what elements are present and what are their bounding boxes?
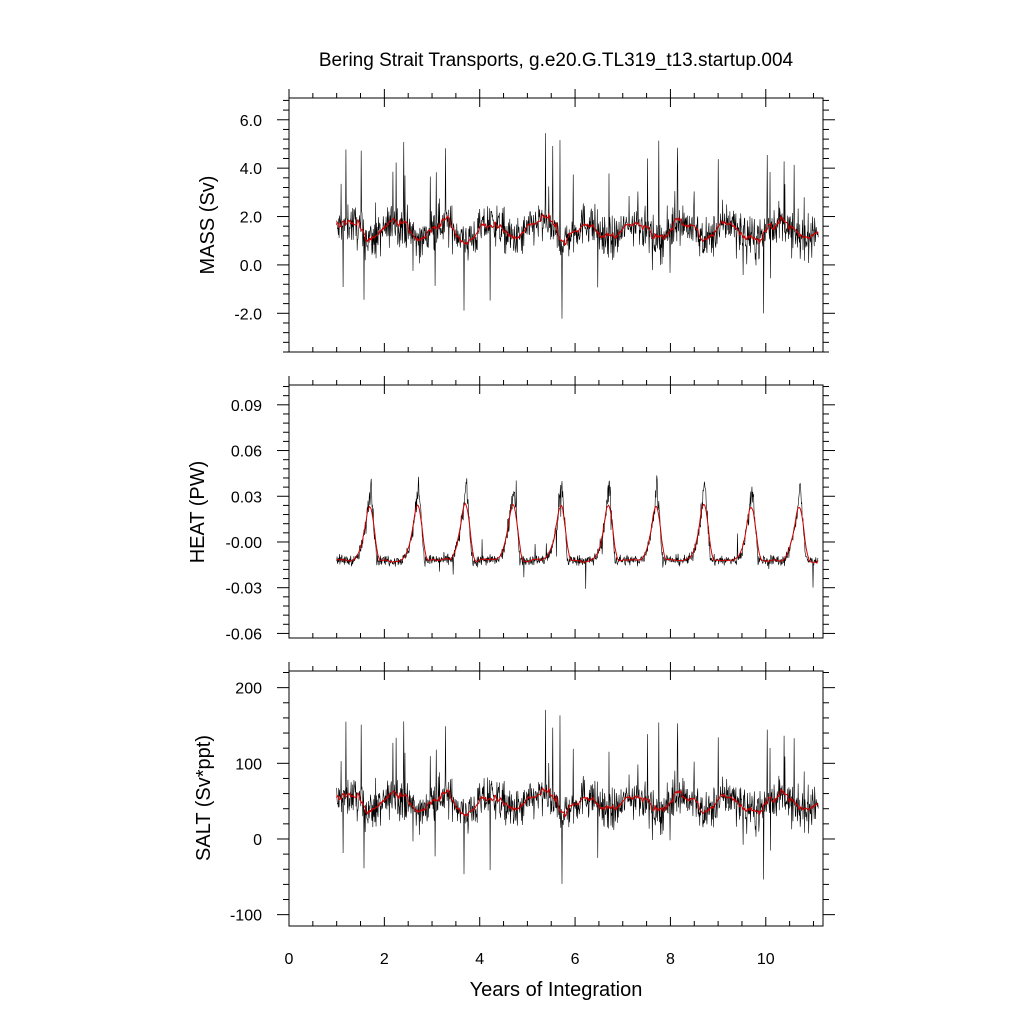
x-tick-label: 8 <box>666 951 675 968</box>
mass-ylabel: MASS (Sv) <box>197 176 219 275</box>
mass-y-tick-label: 2.0 <box>240 210 262 227</box>
mass-y-tick-label: 4.0 <box>240 161 262 178</box>
heat-plot-frame <box>288 384 824 639</box>
x-tick-label: 10 <box>757 951 775 968</box>
salt-y-tick-label: 100 <box>235 756 262 773</box>
x-tick-label: 0 <box>285 951 294 968</box>
heat-y-tick-label: -0.03 <box>226 581 263 598</box>
salt-y-tick-label: 0 <box>253 832 262 849</box>
salt-plot-frame <box>288 670 824 927</box>
x-tick-label: 2 <box>380 951 389 968</box>
salt-plot: 200 100 0 -100 <box>230 662 835 927</box>
mass-y-tick-label: 6.0 <box>240 113 262 130</box>
mass-y-tick-label: -2.0 <box>234 306 262 323</box>
mass-y-tick-label: 0.0 <box>240 258 262 275</box>
salt-y-tick-label: 200 <box>235 681 262 698</box>
mass-smoothed-series-line <box>336 212 819 246</box>
heat-y-tick-label: -0.06 <box>226 626 263 643</box>
panel-heat: HEAT (PW) 0.09 0.06 0.03 -0.00 -0.03 -0.06 <box>187 376 835 643</box>
salt-y-tick-label: -100 <box>230 908 262 925</box>
x-tick-label: 6 <box>571 951 580 968</box>
heat-smoothed-series-line <box>336 502 819 564</box>
x-axis-labels: 0 2 4 6 8 10 <box>285 951 775 968</box>
salt-ylabel: SALT (Sv*ppt) <box>193 735 215 861</box>
chart-title: Bering Strait Transports, g.e20.G.TL319_… <box>319 50 794 71</box>
salt-smoothed-series-line <box>336 786 819 818</box>
salt-raw-series-line <box>336 709 819 884</box>
heat-y-tick-label: 0.03 <box>231 489 262 506</box>
mass-raw-series-line <box>336 133 819 319</box>
panel-mass: MASS (Sv) 6.0 4.0 2.0 0.0 -2.0 <box>197 89 835 353</box>
x-tick-label: 4 <box>475 951 484 968</box>
heat-ylabel: HEAT (PW) <box>187 461 209 564</box>
mass-plot: 6.0 4.0 2.0 0.0 -2.0 <box>234 89 835 353</box>
heat-y-tick-label: 0.09 <box>231 398 262 415</box>
heat-raw-series-line <box>336 475 819 589</box>
heat-y-tick-label: -0.00 <box>226 535 263 552</box>
mass-plot-frame <box>288 97 824 353</box>
x-axis-title: Years of Integration <box>470 979 643 1001</box>
heat-plot: 0.09 0.06 0.03 -0.00 -0.03 -0.06 <box>226 376 835 643</box>
heat-y-tick-label: 0.06 <box>231 444 262 461</box>
panel-salt: SALT (Sv*ppt) 200 100 0 -100 <box>193 662 835 927</box>
